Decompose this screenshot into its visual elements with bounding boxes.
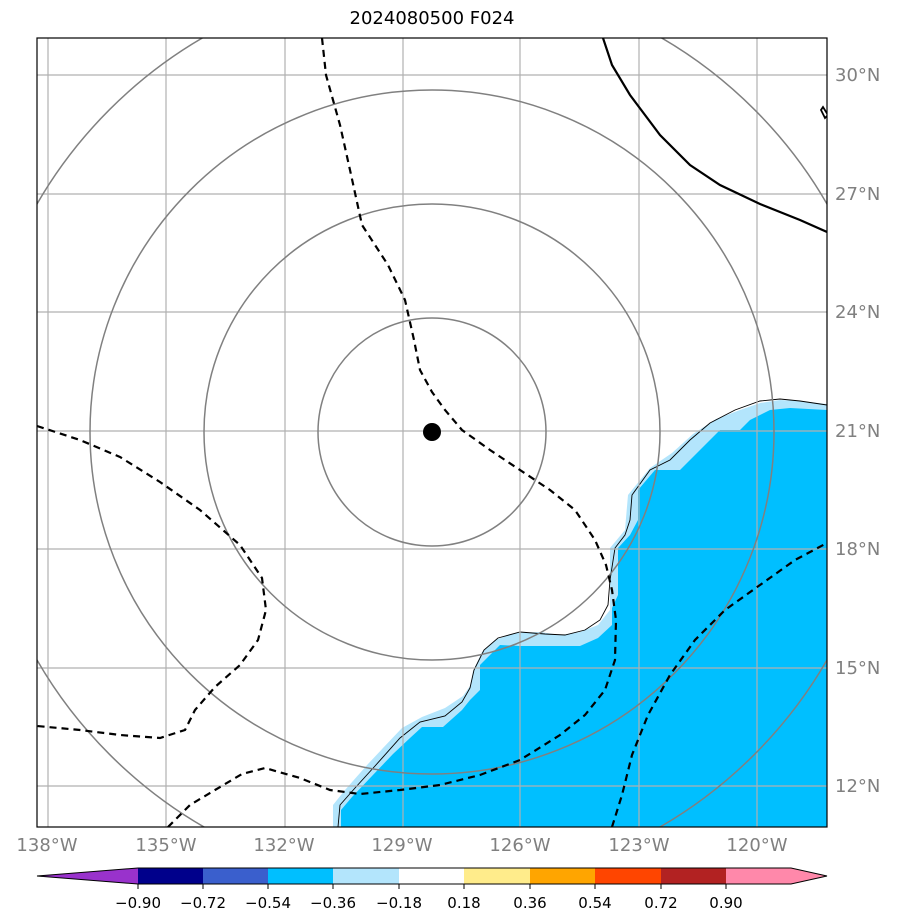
contour-dashed-west xyxy=(37,424,268,740)
range-ring-3 xyxy=(89,89,775,775)
colorbar-label: 0.36 xyxy=(513,894,546,912)
colorbar-label: 0.90 xyxy=(709,894,742,912)
range-ring-2 xyxy=(203,203,661,661)
colorbar-segment xyxy=(530,868,595,884)
colorbar-segment xyxy=(726,868,791,884)
contour-dashed-east xyxy=(610,542,827,827)
colorbar-extend-high xyxy=(791,868,827,884)
colorbar-segment xyxy=(138,868,203,884)
lat-label: 21°N xyxy=(835,421,880,442)
storm-center-marker xyxy=(423,423,441,441)
range-rings xyxy=(37,38,827,827)
contour-dashed-north xyxy=(167,38,618,827)
colorbar-segment xyxy=(399,868,464,884)
lat-label: 18°N xyxy=(835,539,880,560)
colorbar-label: −0.72 xyxy=(180,894,226,912)
lat-label: 12°N xyxy=(835,776,880,797)
lat-label: 15°N xyxy=(835,658,880,679)
colorbar-label: −0.18 xyxy=(376,894,422,912)
lon-label: 126°W xyxy=(489,835,550,856)
graticule xyxy=(37,38,827,827)
lon-label: 132°W xyxy=(253,835,314,856)
dashed-contours xyxy=(37,38,827,827)
colorbar-label: 0.72 xyxy=(644,894,677,912)
colorbar-segment xyxy=(464,868,530,884)
colorbar-segment xyxy=(661,868,726,884)
lat-label: 30°N xyxy=(835,65,880,86)
colorbar-extend-low xyxy=(37,868,138,884)
colorbar-label: 0.18 xyxy=(447,894,480,912)
range-ring-1 xyxy=(317,317,547,547)
colorbar-segment xyxy=(268,868,333,884)
colorbar-segment xyxy=(203,868,268,884)
lon-label: 120°W xyxy=(726,835,787,856)
colorbar-segment xyxy=(595,868,661,884)
colorbar-label: −0.54 xyxy=(245,894,291,912)
field-outline xyxy=(337,398,827,827)
lon-label: 135°W xyxy=(135,835,196,856)
colorbar-label: −0.36 xyxy=(310,894,356,912)
lon-label: 123°W xyxy=(608,835,669,856)
latitude-labels: 12°N 15°N 18°N 21°N 24°N 27°N 30°N xyxy=(835,65,880,797)
map-title: 2024080500 F024 xyxy=(349,8,515,29)
map-frame xyxy=(36,37,828,828)
colorbar-label: −0.90 xyxy=(115,894,161,912)
colorbar-label: 0.54 xyxy=(578,894,611,912)
colorbar: −0.90 −0.72 −0.54 −0.36 −0.18 0.18 0.36 … xyxy=(36,867,828,912)
longitude-labels: 138°W 135°W 132°W 129°W 126°W 123°W 120°… xyxy=(16,835,787,856)
contour-solid-northeast xyxy=(601,38,827,234)
lat-label: 24°N xyxy=(835,302,880,323)
lat-label: 27°N xyxy=(835,184,880,205)
contour-solid-small xyxy=(819,105,827,120)
field-negative-area xyxy=(341,408,827,827)
lon-label: 129°W xyxy=(371,835,432,856)
colorbar-segment xyxy=(333,868,399,884)
lon-label: 138°W xyxy=(16,835,77,856)
